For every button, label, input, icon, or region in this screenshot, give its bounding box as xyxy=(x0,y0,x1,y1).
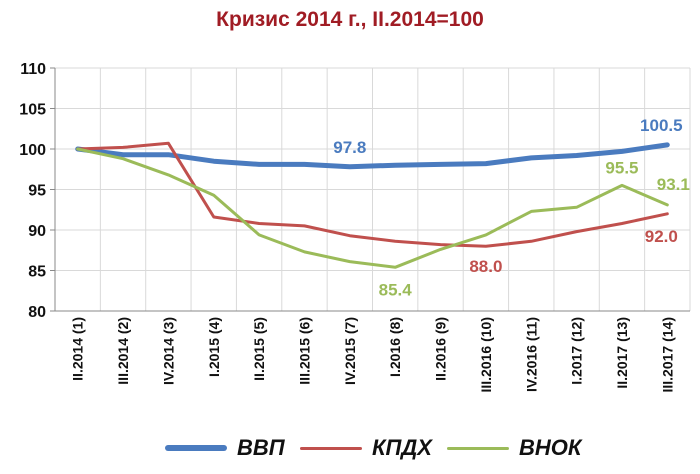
x-tick-label: IV.2014 (3) xyxy=(160,317,176,385)
line-chart: 80 85 90 95 100 105 110 II.2014 (1) III.2014 (2)… xyxy=(19,61,691,393)
data-label: 100.5 xyxy=(640,116,683,135)
data-label: 95.5 xyxy=(605,158,638,177)
y-tick-label: 110 xyxy=(20,61,46,78)
legend-swatch-vnok xyxy=(447,446,509,450)
legend-swatch-kpdh xyxy=(300,446,362,450)
y-tick-label: 105 xyxy=(19,102,46,119)
data-label: 97.8 xyxy=(333,138,366,157)
legend-label-kpdh: КПДХ xyxy=(372,435,432,460)
y-tick-label: 85 xyxy=(28,264,46,281)
data-label: 92.0 xyxy=(645,227,678,246)
legend-label-vvp: ВВП xyxy=(237,435,285,460)
x-tick-label: II.2015 (5) xyxy=(251,317,267,381)
x-tick-label: IV.2016 (11) xyxy=(523,317,539,392)
data-label: 88.0 xyxy=(469,257,502,276)
x-tick-label: I.2017 (12) xyxy=(569,317,585,385)
legend-item-kpdh[interactable]: КПДХ xyxy=(300,428,432,468)
x-tick-label: II.2017 (13) xyxy=(614,317,630,389)
legend-item-vnok[interactable]: ВНОК xyxy=(447,428,581,468)
x-tick-label: IV.2015 (7) xyxy=(342,317,358,385)
x-tick-label: III.2016 (10) xyxy=(478,317,494,393)
x-tick-label: II.2014 (1) xyxy=(70,317,86,381)
x-tick-label: II.2016 (9) xyxy=(433,317,449,381)
x-tick-label: III.2017 (14) xyxy=(659,317,675,393)
y-tick-label: 90 xyxy=(28,223,46,240)
x-tick-label: I.2016 (8) xyxy=(387,317,403,377)
y-tick-label: 95 xyxy=(28,183,46,200)
data-label: 85.4 xyxy=(379,280,413,299)
y-tick-label: 80 xyxy=(28,304,46,321)
chart-title: Кризис 2014 г., II.2014=100 xyxy=(216,8,484,31)
data-label: 93.1 xyxy=(657,175,690,194)
x-tick-label: III.2014 (2) xyxy=(115,317,131,385)
y-tick-label: 100 xyxy=(19,142,46,159)
x-tick-label: III.2015 (6) xyxy=(296,317,312,385)
chart-legend: ВВП КПДХ ВНОК xyxy=(0,428,700,468)
series-line-3 xyxy=(76,147,669,269)
x-tick-label: I.2015 (4) xyxy=(206,317,222,377)
series-line-2 xyxy=(76,141,669,248)
legend-label-vnok: ВНОК xyxy=(519,435,582,460)
legend-item-vvp[interactable]: ВВП xyxy=(165,428,285,468)
legend-swatch-vvp xyxy=(165,445,227,451)
